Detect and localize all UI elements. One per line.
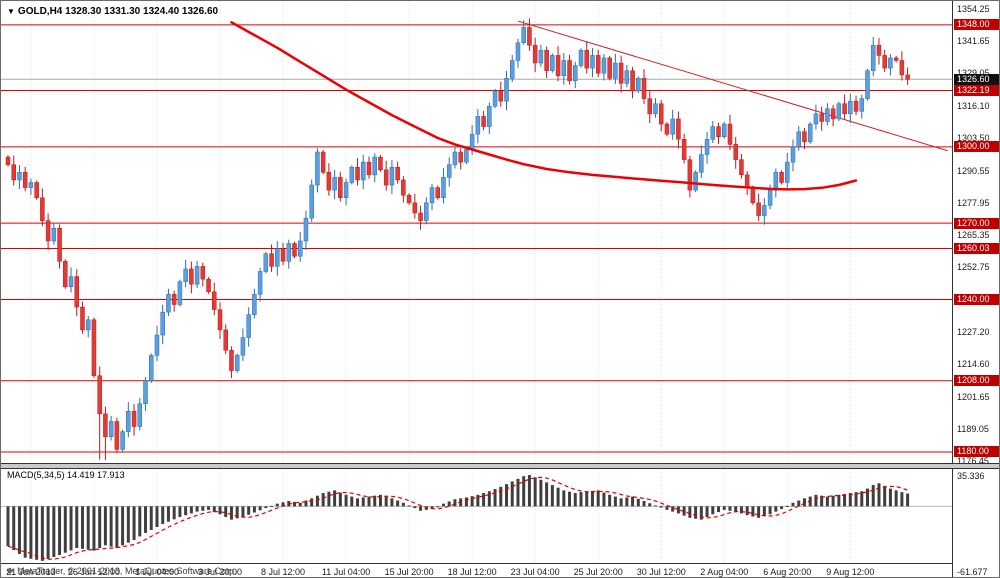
copyright-text: MetaTrader, © 2001-2013, MetaQuotes Soft… [17, 566, 237, 576]
price-axis[interactable]: 1354.25 1341.65 1329.05 1316.10 1303.50 1290.… [952, 1, 999, 577]
level-price-badge: 1270.00 [954, 217, 999, 229]
time-axis-label: 23 Jul 04:00 [510, 567, 560, 577]
symbol-name: GOLD,H4 [17, 6, 63, 17]
time-axis-label: 1 Jul 04:00 [134, 567, 179, 577]
level-price-badge: 1240.00 [954, 293, 999, 305]
time-axis[interactable]: 21 Jun 2013 26 Jun 12:00 1 Jul 04:00 3 Jul … [1, 563, 952, 577]
price-axis-label: 1316.10 [957, 100, 990, 111]
price-axis-label: 1189.05 [957, 423, 989, 434]
candlesticks [5, 18, 910, 461]
time-axis-label: 8 Jul 12:00 [261, 567, 306, 577]
time-axis-label: 9 Aug 12:00 [826, 567, 875, 577]
level-price-badge: 1208.00 [954, 375, 999, 387]
level-price-badge: 1260.03 [954, 243, 999, 255]
price-axis-label: 1277.95 [957, 197, 990, 208]
macd-label: MACD(5,34,5) 14.419 17.913 [7, 470, 125, 480]
trendline[interactable] [517, 20, 948, 152]
price-axis-label: 1201.65 [957, 391, 990, 402]
level-price-badge: 1300.00 [954, 141, 999, 153]
price-axis-label: 1290.55 [957, 165, 990, 176]
macd-grid-lines [30, 469, 851, 563]
metaquotes-logo-icon: ❖ [6, 566, 15, 576]
time-axis-label: 2 Aug 04:00 [700, 567, 749, 577]
level-price-badge: 1348.00 [954, 19, 999, 31]
time-axis-label: 11 Jul 04:00 [321, 567, 371, 577]
panel-divider[interactable] [1, 463, 999, 469]
bid-price-badge: 1326.60 [954, 73, 999, 85]
time-axis-label: 30 Jul 12:00 [636, 567, 686, 577]
time-axis-label: 26 Jun 12:00 [67, 567, 120, 577]
copyright-watermark: ❖ MetaTrader, © 2001-2013, MetaQuotes Sof… [6, 566, 237, 577]
time-axis-label: 25 Jul 20:00 [573, 567, 623, 577]
grid-lines [30, 1, 851, 463]
chart-title: ▼ GOLD,H4 1328.30 1331.30 1324.40 1326.60 [7, 6, 218, 17]
price-axis-label: 1329.05 [957, 68, 990, 78]
price-chart-canvas[interactable] [1, 1, 952, 463]
macd-histogram [6, 475, 910, 561]
support-resistance-lines [1, 24, 952, 453]
level-price-badge: 1322.19 [954, 85, 999, 96]
time-axis-label: 6 Aug 20:00 [763, 567, 812, 577]
time-axis-label: 21 Jun 2013 [6, 567, 56, 577]
price-axis-label: 1252.75 [957, 262, 990, 273]
price-axis-label: 1354.25 [957, 4, 990, 14]
time-axis-label: 15 Jul 20:00 [384, 567, 434, 577]
moving-average-line[interactable] [230, 21, 858, 191]
price-axis-label: 1341.65 [957, 36, 990, 47]
price-axis-label: 1265.35 [957, 230, 990, 240]
time-axis-label: 3 Jul 20:00 [197, 567, 243, 577]
macd-signal-line [7, 476, 908, 560]
price-axis-label: 1227.20 [957, 326, 990, 337]
level-price-badge: 1180.00 [954, 446, 999, 458]
price-axis-label: 1176.45 [957, 456, 989, 466]
price-axis-label: 1303.50 [957, 133, 990, 144]
macd-axis-max-label: 35.336 [957, 471, 985, 481]
price-axis-label: 1214.60 [957, 359, 990, 370]
macd-axis-min-label: -61.677 [957, 567, 988, 577]
ohlc-values: 1328.30 1331.30 1324.40 1326.60 [65, 6, 219, 17]
time-axis-label: 18 Jul 12:00 [447, 567, 497, 577]
macd-canvas[interactable] [1, 469, 952, 563]
symbol-icon: ▼ [7, 7, 15, 16]
